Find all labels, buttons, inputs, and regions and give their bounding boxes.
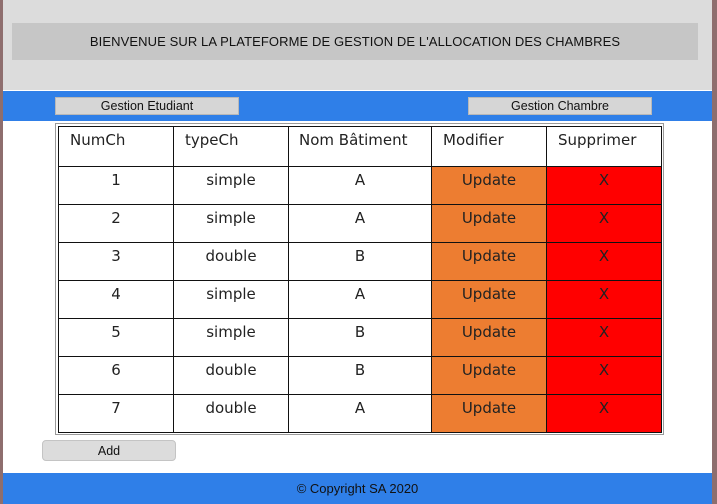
navbar: Gestion Etudiant Gestion Chambre xyxy=(3,91,712,121)
add-button[interactable]: Add xyxy=(42,440,176,461)
rooms-table: NumCh typeCh Nom Bâtiment Modifier Suppr… xyxy=(58,126,662,433)
update-button[interactable]: Update xyxy=(431,280,547,319)
copyright-text: © Copyright SA 2020 xyxy=(296,481,419,496)
cell-typech: double xyxy=(173,356,289,395)
table-row: 4 simple A Update X xyxy=(58,280,662,319)
column-header-numch: NumCh xyxy=(58,126,174,167)
cell-typech: simple xyxy=(173,318,289,357)
cell-batiment: A xyxy=(288,280,432,319)
cell-numch: 2 xyxy=(58,204,174,243)
update-button[interactable]: Update xyxy=(431,166,547,205)
page-title: BIENVENUE SUR LA PLATEFORME DE GESTION D… xyxy=(12,23,698,60)
delete-button[interactable]: X xyxy=(546,280,662,319)
cell-batiment: A xyxy=(288,394,432,433)
update-button[interactable]: Update xyxy=(431,204,547,243)
column-header-typech: typeCh xyxy=(173,126,289,167)
column-header-supprimer: Supprimer xyxy=(546,126,662,167)
table-row: 1 simple A Update X xyxy=(58,166,662,205)
page-frame: BIENVENUE SUR LA PLATEFORME DE GESTION D… xyxy=(3,0,712,504)
update-button[interactable]: Update xyxy=(431,394,547,433)
table-row: 2 simple A Update X xyxy=(58,204,662,243)
delete-button[interactable]: X xyxy=(546,394,662,433)
column-header-nom-batiment: Nom Bâtiment xyxy=(288,126,432,167)
cell-typech: simple xyxy=(173,166,289,205)
gestion-etudiant-button[interactable]: Gestion Etudiant xyxy=(55,97,239,115)
delete-button[interactable]: X xyxy=(546,242,662,281)
delete-button[interactable]: X xyxy=(546,318,662,357)
table-row: 6 double B Update X xyxy=(58,356,662,395)
table-header-row: NumCh typeCh Nom Bâtiment Modifier Suppr… xyxy=(58,126,662,167)
cell-typech: simple xyxy=(173,280,289,319)
delete-button[interactable]: X xyxy=(546,166,662,205)
cell-numch: 1 xyxy=(58,166,174,205)
column-header-modifier: Modifier xyxy=(431,126,547,167)
table-row: 7 double A Update X xyxy=(58,394,662,433)
rooms-table-container: NumCh typeCh Nom Bâtiment Modifier Suppr… xyxy=(55,123,664,435)
cell-numch: 7 xyxy=(58,394,174,433)
cell-numch: 6 xyxy=(58,356,174,395)
cell-typech: simple xyxy=(173,204,289,243)
update-button[interactable]: Update xyxy=(431,242,547,281)
cell-numch: 5 xyxy=(58,318,174,357)
header: BIENVENUE SUR LA PLATEFORME DE GESTION D… xyxy=(3,0,712,90)
delete-button[interactable]: X xyxy=(546,356,662,395)
cell-numch: 3 xyxy=(58,242,174,281)
cell-numch: 4 xyxy=(58,280,174,319)
cell-batiment: B xyxy=(288,242,432,281)
update-button[interactable]: Update xyxy=(431,318,547,357)
footer: © Copyright SA 2020 xyxy=(3,473,712,504)
cell-batiment: B xyxy=(288,356,432,395)
update-button[interactable]: Update xyxy=(431,356,547,395)
table-row: 5 simple B Update X xyxy=(58,318,662,357)
table-row: 3 double B Update X xyxy=(58,242,662,281)
gestion-chambre-button[interactable]: Gestion Chambre xyxy=(468,97,652,115)
cell-batiment: A xyxy=(288,166,432,205)
cell-batiment: B xyxy=(288,318,432,357)
cell-typech: double xyxy=(173,242,289,281)
cell-batiment: A xyxy=(288,204,432,243)
delete-button[interactable]: X xyxy=(546,204,662,243)
cell-typech: double xyxy=(173,394,289,433)
